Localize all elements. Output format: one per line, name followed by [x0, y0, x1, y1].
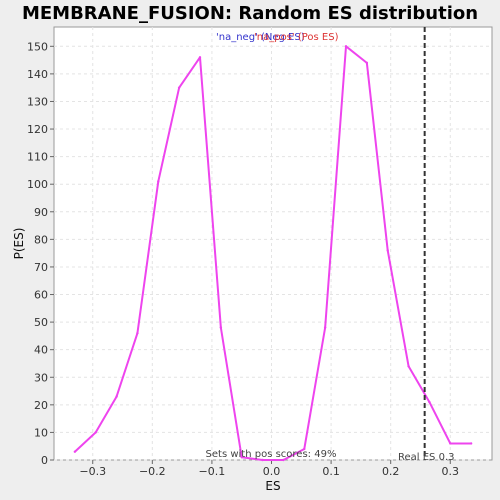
x-tick-label: 0.2 — [382, 465, 400, 478]
pos-scores-annotation: Sets with pos scores: 49% — [206, 449, 337, 460]
data-point — [366, 62, 368, 64]
y-tick-label: 60 — [34, 289, 48, 302]
legend-pos-entry: 'na_pos' (Pos ES) — [254, 32, 339, 43]
y-tick-label: 130 — [27, 95, 48, 108]
x-tick-label: 0.3 — [442, 465, 460, 478]
y-tick-label: 100 — [27, 178, 48, 191]
y-tick-label: 20 — [34, 399, 48, 412]
y-axis: 0 10 20 30 40 50 60 70 80 90 100 110 120 130 140 150 — [27, 40, 54, 467]
y-tick-label: 30 — [34, 371, 48, 384]
y-tick-label: 120 — [27, 123, 48, 136]
x-tick-label: 0.1 — [322, 465, 340, 478]
x-tick-label: −0.2 — [139, 465, 166, 478]
data-point — [407, 365, 409, 367]
y-tick-label: 140 — [27, 68, 48, 81]
data-point — [74, 451, 76, 453]
x-tick-label: −0.3 — [79, 465, 106, 478]
data-point — [178, 86, 180, 88]
data-point — [157, 180, 159, 182]
y-tick-label: 150 — [27, 40, 48, 53]
y-tick-label: 10 — [34, 426, 48, 439]
y-axis-label: P(ES) — [12, 228, 26, 260]
data-point — [199, 56, 201, 58]
data-point — [324, 326, 326, 328]
y-tick-label: 110 — [27, 151, 48, 164]
y-tick-label: 0 — [41, 454, 48, 467]
chart-title: MEMBRANE_FUSION: Random ES distribution — [22, 3, 478, 24]
data-point — [345, 45, 347, 47]
real-es-label: Real ES 0.3 — [398, 452, 454, 463]
x-tick-label: −0.1 — [199, 465, 226, 478]
data-point — [449, 442, 451, 444]
data-point — [136, 332, 138, 334]
x-tick-label: 0.0 — [263, 465, 281, 478]
data-point — [220, 326, 222, 328]
data-point — [115, 395, 117, 397]
y-tick-label: 40 — [34, 344, 48, 357]
data-point — [387, 249, 389, 251]
data-point — [95, 431, 97, 433]
data-point — [428, 401, 430, 403]
x-axis-label: ES — [265, 479, 280, 493]
y-tick-label: 90 — [34, 206, 48, 219]
y-tick-label: 50 — [34, 316, 48, 329]
y-tick-label: 70 — [34, 261, 48, 274]
data-point — [470, 442, 472, 444]
y-tick-label: 80 — [34, 233, 48, 246]
